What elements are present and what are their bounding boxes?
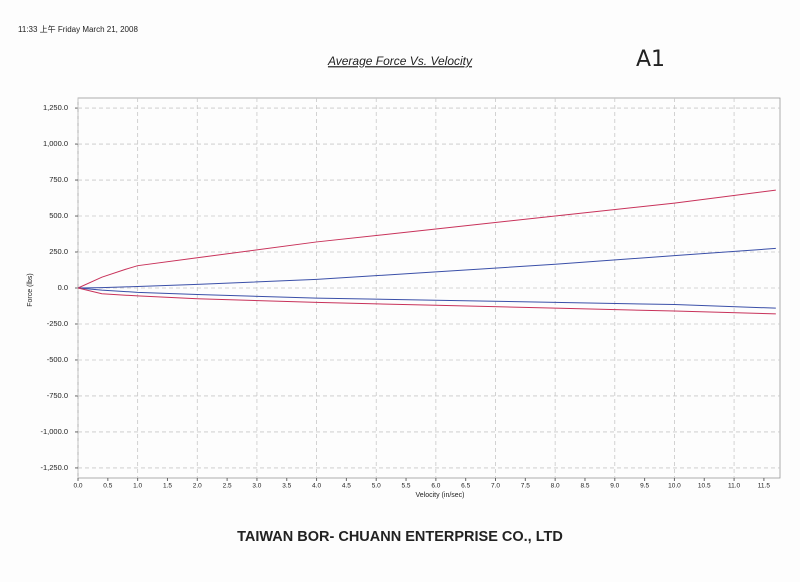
series-line [77,189,776,289]
y-tick-label: 0.0 [58,283,68,292]
y-tick-label: -1,000.0 [40,427,68,436]
series-line [77,247,776,289]
x-tick-label: 9.0 [610,483,619,490]
y-tick-label: 1,000.0 [43,139,68,148]
x-tick-label: 10.0 [668,483,681,490]
y-tick-label: 750.0 [49,175,68,184]
plot: 1,250.0 1,000.0 750.0 500.0 250.0 0.0 -250.0 -5… [40,97,781,490]
x-tick-label: 7.0 [491,483,500,490]
x-tick-label: 5.5 [402,483,411,490]
series-line [77,287,776,315]
x-tick-label: 2.0 [193,483,202,490]
y-tick-label: 500.0 [49,211,68,220]
y-tick-label: 1,250.0 [43,103,68,112]
x-tick-label: 11.0 [728,483,741,490]
chart-title: Average Force Vs. Velocity [327,54,473,68]
x-tick-label: 3.0 [252,483,261,490]
series-line [77,287,776,309]
y-tick-label: -250.0 [47,319,68,328]
x-tick-label: 10.5 [698,483,711,490]
x-tick-label: 6.5 [461,483,470,490]
x-tick-label: 6.0 [431,483,440,490]
x-tick-label: 8.0 [551,483,560,490]
x-tick-label: 5.0 [372,483,381,490]
x-tick-label: 0.0 [73,483,82,490]
x-tick-label: 7.5 [521,483,530,490]
y-tick-label: 250.0 [49,247,68,256]
x-tick-label: 8.5 [580,483,589,490]
timestamp: 11:33 上午 Friday March 21, 2008 [18,24,138,34]
x-tick-label: 2.5 [223,483,232,490]
x-tick-label: 4.0 [312,483,321,490]
x-tick-label: 4.5 [342,483,351,490]
x-tick-label: 0.5 [103,483,112,490]
x-tick-label: 1.0 [133,483,142,490]
y-tick-label: -500.0 [47,355,68,364]
x-tick-label: 3.5 [282,483,291,490]
footer: TAIWAN BOR- CHUANN ENTERPRISE CO., LTD [237,529,563,545]
x-axis-label: Velocity (in/sec) [415,492,464,499]
x-tick-label: 11.5 [758,483,771,490]
x-tick-label: 1.5 [163,483,172,490]
x-tick-label: 9.5 [640,483,649,490]
handwritten-mark: A1 [636,47,665,72]
y-axis-label: Force (lbs) [27,273,34,306]
y-tick-label: -1,250.0 [40,463,68,472]
y-tick-label: -750.0 [47,391,68,400]
